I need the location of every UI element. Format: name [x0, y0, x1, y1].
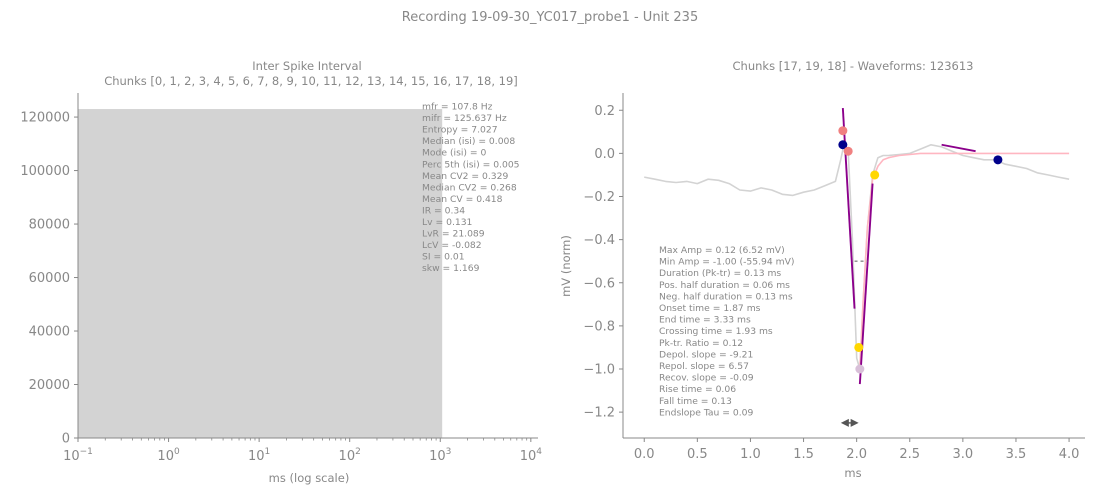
slope-line	[858, 183, 874, 385]
waveform-x-tick-label: 0.0	[634, 447, 655, 462]
isi-stat-line: mifr = 125.637 Hz	[422, 113, 507, 124]
isi-stat-line: Mean CV = 0.418	[422, 194, 503, 205]
isi-x-tick-label: 101	[248, 447, 270, 464]
isi-stat-line: mfr = 107.8 Hz	[422, 102, 493, 113]
mean-waveform-line	[644, 144, 1070, 370]
waveform-marker	[855, 364, 865, 374]
isi-stat-line: LvR = 21.089	[422, 229, 485, 240]
waveform-x-tick-label: 3.0	[953, 447, 974, 462]
isi-y-tick-label: 40000	[29, 325, 70, 340]
waveform-y-tick-label: 0.2	[594, 104, 615, 119]
isi-stat-line: Median CV2 = 0.268	[422, 182, 517, 193]
waveform-marker	[838, 126, 848, 136]
waveform-stat-line: End time = 3.33 ms	[659, 315, 751, 326]
waveform-marker	[870, 170, 880, 180]
isi-x-axis-label: ms (log scale)	[269, 471, 350, 485]
waveform-stat-line: Fall time = 0.13	[659, 396, 732, 407]
isi-stat-line: LcV = -0.082	[422, 240, 482, 251]
isi-bar	[78, 109, 443, 438]
waveform-stat-line: Pk-tr. Ratio = 0.12	[659, 338, 743, 349]
waveform-stat-line: Min Amp = -1.00 (-55.94 mV)	[659, 257, 794, 268]
waveform-x-tick-label: 1.5	[793, 447, 814, 462]
waveform-stat-line: Pos. half duration = 0.06 ms	[659, 280, 790, 291]
isi-stat-line: IR = 0.34	[422, 205, 465, 216]
isi-stat-line: Median (isi) = 0.008	[422, 136, 515, 147]
waveform-stat-line: Depol. slope = -9.21	[659, 349, 753, 360]
waveform-marker	[838, 140, 848, 150]
waveform-stat-line: Repol. slope = 6.57	[659, 361, 749, 372]
slope-line	[941, 143, 976, 153]
waveform-stat-line: Neg. half duration = 0.13 ms	[659, 291, 793, 302]
waveform-x-tick-label: 2.5	[899, 447, 920, 462]
isi-x-tick-label: 10−1	[63, 447, 93, 464]
waveform-marker	[854, 342, 864, 352]
isi-stat-line: Lv = 0.131	[422, 217, 472, 228]
isi-stat-line: Entropy = 7.027	[422, 125, 498, 136]
isi-stat-line: Mean CV2 = 0.329	[422, 171, 508, 182]
waveform-x-tick-label: 1.0	[740, 447, 761, 462]
waveform-plot: Chunks [17, 19, 18] - Waveforms: 123613 …	[559, 59, 1085, 480]
duration-arrow-left-head	[840, 418, 849, 427]
waveform-x-axis-label: ms	[844, 466, 861, 480]
waveform-x-tick-label: 4.0	[1059, 447, 1080, 462]
isi-subtitle: Chunks [0, 1, 2, 3, 4, 5, 6, 7, 8, 9, 10…	[104, 74, 518, 88]
isi-stat-line: Mode (isi) = 0	[422, 148, 487, 159]
waveform-y-tick-label: −0.6	[583, 276, 615, 291]
duration-arrow-right-head	[850, 418, 859, 427]
waveform-y-tick-label: −1.2	[583, 406, 615, 421]
isi-x-tick-label: 104	[520, 447, 543, 464]
waveform-stat-line: Recov. slope = -0.09	[659, 373, 754, 384]
waveform-x-tick-label: 0.5	[687, 447, 708, 462]
isi-y-tick-label: 100000	[20, 164, 70, 179]
isi-stat-line: SI = 0.01	[422, 252, 465, 263]
waveform-y-tick-label: 0.0	[594, 147, 615, 162]
waveform-stat-line: Onset time = 1.87 ms	[659, 303, 761, 314]
isi-y-tick-label: 0	[62, 432, 70, 447]
waveform-y-tick-label: −0.4	[583, 233, 615, 248]
isi-title: Inter Spike Interval	[252, 59, 361, 73]
waveform-y-tick-label: −0.2	[583, 190, 615, 205]
waveform-stat-line: Duration (Pk-tr) = 0.13 ms	[659, 268, 781, 279]
isi-x-tick-label: 103	[429, 447, 451, 464]
isi-stat-line: skw = 1.169	[422, 263, 480, 274]
waveform-y-tick-label: −1.0	[583, 363, 615, 378]
waveform-stat-line: Max Amp = 0.12 (6.52 mV)	[659, 245, 785, 256]
isi-x-tick-label: 100	[157, 447, 180, 464]
waveform-x-tick-label: 2.0	[846, 447, 867, 462]
waveform-stat-line: Crossing time = 1.93 ms	[659, 326, 773, 337]
waveform-stat-line: Endslope Tau = 0.09	[659, 407, 754, 418]
figure-title: Recording 19-09-30_YC017_probe1 - Unit 2…	[402, 10, 698, 25]
isi-y-tick-label: 120000	[20, 111, 70, 126]
isi-y-tick-label: 80000	[29, 218, 70, 233]
waveform-y-tick-label: −0.8	[583, 319, 615, 334]
isi-y-tick-label: 20000	[29, 378, 70, 393]
waveform-y-axis-label: mV (norm)	[559, 235, 573, 297]
waveform-marker	[993, 155, 1003, 165]
waveform-title: Chunks [17, 19, 18] - Waveforms: 123613	[733, 59, 974, 73]
fit-waveform-line	[859, 152, 1070, 370]
slope-line	[841, 108, 856, 309]
isi-y-tick-label: 60000	[29, 271, 70, 286]
waveform-stat-line: Rise time = 0.06	[659, 384, 736, 395]
isi-stat-line: Perc 5th (isi) = 0.005	[422, 159, 520, 170]
waveform-marker	[843, 146, 853, 156]
waveform-x-tick-label: 3.5	[1006, 447, 1027, 462]
isi-x-tick-label: 102	[339, 447, 361, 464]
isi-histogram: Inter Spike Interval Chunks [0, 1, 2, 3,…	[20, 59, 542, 485]
